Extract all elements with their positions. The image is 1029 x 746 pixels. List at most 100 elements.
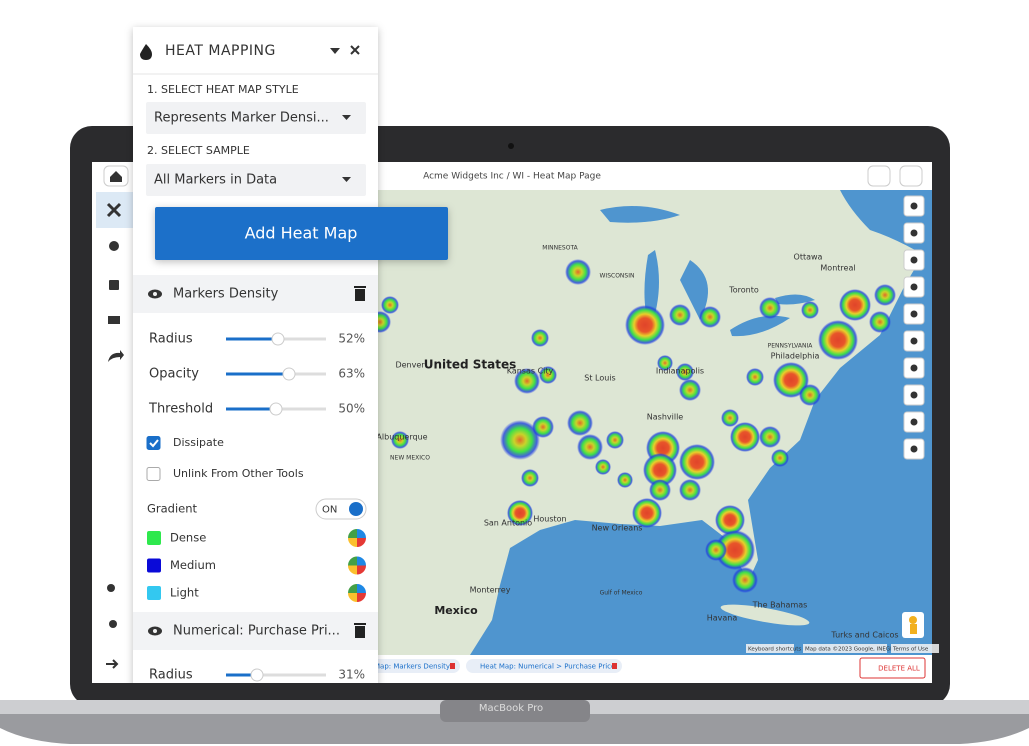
color-wheel[interactable]	[357, 593, 366, 602]
checkbox[interactable]	[146, 436, 161, 450]
heat-spot	[649, 479, 671, 501]
heat-spot	[746, 368, 764, 386]
color-swatch[interactable]	[147, 531, 161, 545]
heat-spot	[759, 297, 781, 319]
heat-spot	[381, 296, 399, 314]
field-label: 2. SELECT SAMPLE	[147, 144, 250, 157]
page-title: Acme Widgets Inc / WI - Heat Map Page	[423, 172, 601, 182]
heat-spot	[521, 469, 539, 487]
heat-spot	[699, 306, 721, 328]
heat-spot	[531, 329, 549, 347]
stop-name: Medium	[170, 558, 216, 572]
heat-spot	[715, 505, 745, 535]
ocean	[470, 240, 932, 655]
layer-name: Numerical: Purchase Pri...	[173, 624, 340, 639]
heat-spot	[514, 368, 540, 394]
color-wheel[interactable]	[357, 538, 366, 547]
attribution: Keyboard shortcuts	[748, 647, 801, 653]
attribution-bg	[803, 644, 887, 653]
color-wheel	[348, 565, 357, 575]
heat-spot	[730, 422, 760, 452]
trash-lid	[354, 623, 366, 625]
laptop-notch	[440, 700, 590, 722]
map-tool-icon	[910, 445, 918, 453]
color-wheel	[357, 584, 366, 593]
layer-header	[133, 275, 378, 313]
heat-spot	[773, 362, 809, 398]
camera	[508, 143, 514, 149]
color-swatch[interactable]	[147, 586, 161, 600]
heat-spot	[657, 355, 673, 371]
map-label: MINNESOTA	[542, 245, 578, 252]
device-label: MacBook Pro	[479, 703, 543, 714]
lake	[600, 206, 680, 223]
map-label: Philadelphia	[771, 352, 820, 361]
chip-delete[interactable]	[612, 663, 617, 669]
stop-name: Dense	[170, 531, 206, 545]
sidebar-icons	[106, 202, 124, 669]
stop-name: Light	[170, 586, 199, 600]
trash-lid	[354, 286, 366, 288]
map-label: Havana	[707, 614, 738, 623]
heat-mapping-panel: HEAT MAPPING 1. SELECT HEAT MAP STYLE Repr…	[133, 27, 448, 683]
toggle-knob	[349, 502, 363, 516]
gallery-button[interactable]	[867, 165, 891, 187]
trash-icon[interactable]	[355, 289, 365, 301]
dropdown-value: All Markers in Data	[154, 173, 277, 188]
heat-spot	[532, 416, 554, 438]
close-icon[interactable]	[350, 45, 360, 55]
collapse-icon[interactable]	[330, 48, 340, 54]
map-label: Kansas City	[507, 367, 554, 376]
heat-spot	[617, 472, 633, 488]
slider-label: Opacity	[149, 367, 199, 382]
eye-pupil	[153, 629, 157, 633]
slider-knob[interactable]	[282, 367, 296, 381]
layer-name: Markers Density	[173, 287, 279, 302]
color-wheel[interactable]	[357, 565, 366, 575]
map-tool-icon	[910, 256, 918, 264]
layer-chip-label: Map: Markers Density	[374, 663, 450, 671]
heat-spot	[759, 426, 781, 448]
attribution-bg	[891, 644, 939, 653]
map-label: Toronto	[728, 286, 759, 295]
layer-chip[interactable]	[360, 659, 460, 673]
color-wheel	[348, 556, 357, 566]
map-label: Turks and Caicos	[830, 631, 898, 640]
layer-chip[interactable]	[466, 659, 622, 673]
checkbox[interactable]	[146, 467, 161, 481]
map-tool-icon	[910, 391, 918, 399]
layer-chip-label: Heat Map: Numerical > Purchase Price	[480, 663, 615, 671]
slider-label: Threshold	[148, 402, 213, 417]
map-tool-icon	[910, 229, 918, 237]
slider-knob[interactable]	[269, 402, 283, 416]
dropdown[interactable]	[146, 102, 366, 134]
dropdown[interactable]	[146, 164, 366, 196]
heat-spot	[676, 363, 694, 381]
laptop-base	[0, 712, 1029, 744]
trash-icon[interactable]	[355, 626, 365, 638]
map-label: Denver	[395, 361, 425, 370]
chart-button[interactable]	[899, 165, 923, 187]
slider-knob[interactable]	[250, 668, 264, 682]
color-wheel	[348, 529, 357, 538]
home-icon	[110, 171, 122, 182]
map-label: Albuquerque	[376, 433, 427, 442]
map-label: New Orleans	[592, 524, 643, 533]
add-heat-map-label: Add Heat Map	[245, 224, 358, 243]
slider-label: Radius	[149, 668, 193, 683]
heat-spot	[500, 420, 540, 460]
add-heat-map-button[interactable]	[155, 207, 448, 260]
delete-all-label: DELETE ALL	[878, 665, 920, 673]
map-tool-icon	[910, 202, 918, 210]
slider-value: 63%	[338, 367, 365, 381]
heat-spot	[595, 459, 611, 475]
flame-icon	[140, 44, 152, 60]
checkmark	[149, 439, 159, 448]
slider-knob[interactable]	[271, 332, 285, 346]
map-tool-icon	[910, 310, 918, 318]
chip-delete[interactable]	[450, 663, 455, 669]
color-swatch[interactable]	[147, 558, 161, 573]
delete-all-button[interactable]	[859, 657, 926, 679]
color-wheel	[357, 529, 366, 538]
pegman	[909, 616, 917, 624]
